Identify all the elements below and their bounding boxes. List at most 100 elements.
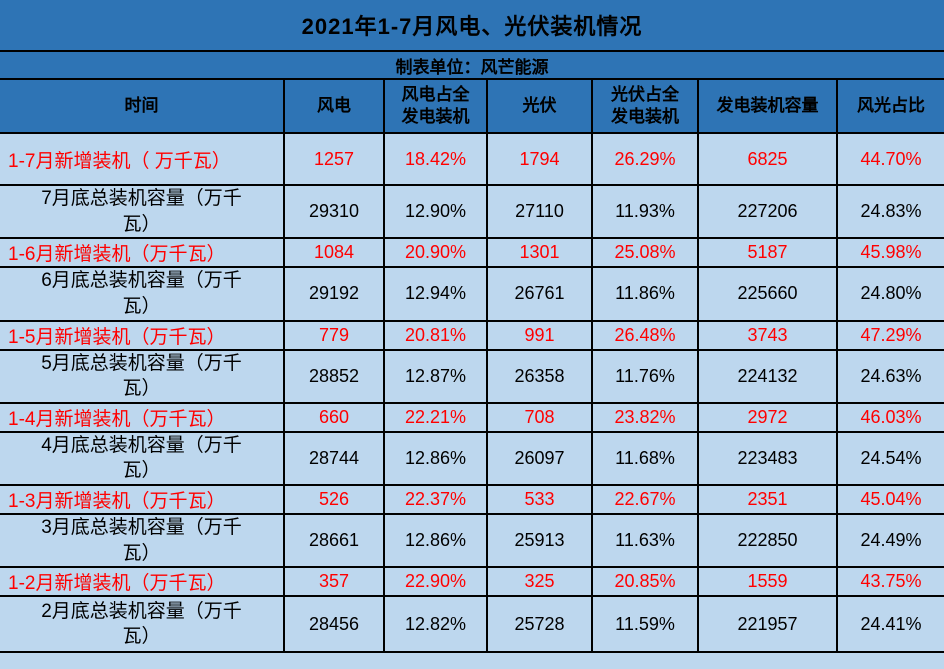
subtitle-row: 制表单位：风芒能源 — [0, 50, 944, 80]
value-cell: 24.80% — [835, 266, 944, 322]
column-header-row: 时间 风电 风电占全发电装机 光伏 光伏占全发电装机 发电装机容量 风光占比 — [0, 78, 944, 134]
value-cell: 25913 — [486, 513, 593, 569]
value-cell: 28661 — [283, 513, 385, 569]
value-cell: 22.67% — [591, 484, 699, 516]
installation-data-table: 2021年1-7月风电、光伏装机情况 制表单位：风芒能源 时间 风电 风电占全发电装… — [0, 0, 944, 654]
value-cell: 3743 — [697, 319, 838, 351]
row-label: 1-5月新增装机（万千瓦） — [0, 319, 285, 351]
row-label: 5月底总装机容量（万千瓦） — [0, 348, 285, 404]
table-row: 3月底总装机容量（万千瓦） 28661 12.86% 25913 11.63% 22285… — [0, 513, 944, 569]
row-label: 6月底总装机容量（万千瓦） — [0, 266, 285, 322]
row-label: 4月底总装机容量（万千瓦） — [0, 430, 285, 487]
value-cell: 24.41% — [835, 595, 944, 654]
value-cell: 357 — [283, 566, 385, 598]
value-cell: 24.83% — [835, 183, 944, 240]
table-row: 4月底总装机容量（万千瓦） 28744 12.86% 26097 11.68% 22348… — [0, 430, 944, 487]
table-row: 1-5月新增装机（万千瓦） 779 20.81% 991 26.48% 3743 47.29… — [0, 319, 944, 351]
column-header-3: 光伏 — [486, 78, 593, 134]
value-cell: 28852 — [283, 348, 385, 404]
value-cell: 12.87% — [383, 348, 488, 404]
row-label: 7月底总装机容量（万千瓦） — [0, 183, 285, 240]
column-header-6: 风光占比 — [835, 78, 944, 134]
value-cell: 11.59% — [591, 595, 699, 654]
value-cell: 221957 — [697, 595, 838, 654]
table-row: 6月底总装机容量（万千瓦） 29192 12.94% 26761 11.86% 22566… — [0, 266, 944, 322]
value-cell: 11.68% — [591, 430, 699, 487]
table-row: 1-6月新增装机（万千瓦） 1084 20.90% 1301 25.08% 5187 45.… — [0, 237, 944, 269]
value-cell: 11.63% — [591, 513, 699, 569]
value-cell: 29192 — [283, 266, 385, 322]
row-label: 1-2月新增装机（万千瓦） — [0, 566, 285, 598]
value-cell: 12.90% — [383, 183, 488, 240]
value-cell: 26097 — [486, 430, 593, 487]
value-cell: 25728 — [486, 595, 593, 654]
column-header-1: 风电 — [283, 78, 385, 134]
value-cell: 6825 — [697, 132, 838, 186]
table-row: 7月底总装机容量（万千瓦） 29310 12.90% 27110 11.93% 22720… — [0, 183, 944, 240]
value-cell: 533 — [486, 484, 593, 516]
value-cell: 1559 — [697, 566, 838, 598]
value-cell: 43.75% — [835, 566, 944, 598]
value-cell: 11.76% — [591, 348, 699, 404]
value-cell: 20.90% — [383, 237, 488, 269]
value-cell: 526 — [283, 484, 385, 516]
table-row: 1-3月新增装机（万千瓦） 526 22.37% 533 22.67% 2351 45.04… — [0, 484, 944, 516]
value-cell: 12.86% — [383, 513, 488, 569]
table-row: 1-4月新增装机（万千瓦） 660 22.21% 708 23.82% 2972 46.03… — [0, 401, 944, 433]
value-cell: 11.86% — [591, 266, 699, 322]
value-cell: 26761 — [486, 266, 593, 322]
value-cell: 46.03% — [835, 401, 944, 433]
value-cell: 24.54% — [835, 430, 944, 487]
value-cell: 26.48% — [591, 319, 699, 351]
row-label: 1-6月新增装机（万千瓦） — [0, 237, 285, 269]
table-row: 1-2月新增装机（万千瓦） 357 22.90% 325 20.85% 1559 43.75… — [0, 566, 944, 598]
value-cell: 20.85% — [591, 566, 699, 598]
value-cell: 227206 — [697, 183, 838, 240]
value-cell: 5187 — [697, 237, 838, 269]
value-cell: 660 — [283, 401, 385, 433]
value-cell: 24.49% — [835, 513, 944, 569]
row-label: 2月底总装机容量（万千瓦） — [0, 595, 285, 654]
row-label: 1-4月新增装机（万千瓦） — [0, 401, 285, 433]
value-cell: 223483 — [697, 430, 838, 487]
value-cell: 991 — [486, 319, 593, 351]
value-cell: 12.94% — [383, 266, 488, 322]
value-cell: 28456 — [283, 595, 385, 654]
column-header-5: 发电装机容量 — [697, 78, 838, 134]
value-cell: 18.42% — [383, 132, 488, 186]
table-row: 2月底总装机容量（万千瓦） 28456 12.82% 25728 11.59% 22195… — [0, 595, 944, 654]
value-cell: 44.70% — [835, 132, 944, 186]
value-cell: 222850 — [697, 513, 838, 569]
value-cell: 47.29% — [835, 319, 944, 351]
column-header-0: 时间 — [0, 78, 285, 134]
table-title: 2021年1-7月风电、光伏装机情况 — [0, 0, 944, 52]
value-cell: 45.98% — [835, 237, 944, 269]
value-cell: 2351 — [697, 484, 838, 516]
value-cell: 708 — [486, 401, 593, 433]
value-cell: 1084 — [283, 237, 385, 269]
row-label: 1-3月新增装机（万千瓦） — [0, 484, 285, 516]
value-cell: 20.81% — [383, 319, 488, 351]
value-cell: 2972 — [697, 401, 838, 433]
value-cell: 25.08% — [591, 237, 699, 269]
row-label: 1-7月新增装机（ 万千瓦） — [0, 132, 285, 186]
value-cell: 26358 — [486, 348, 593, 404]
row-label: 3月底总装机容量（万千瓦） — [0, 513, 285, 569]
value-cell: 1257 — [283, 132, 385, 186]
column-header-4: 光伏占全发电装机 — [591, 78, 699, 134]
value-cell: 225660 — [697, 266, 838, 322]
value-cell: 22.21% — [383, 401, 488, 433]
title-row: 2021年1-7月风电、光伏装机情况 — [0, 0, 944, 52]
value-cell: 22.90% — [383, 566, 488, 598]
value-cell: 27110 — [486, 183, 593, 240]
value-cell: 1301 — [486, 237, 593, 269]
value-cell: 29310 — [283, 183, 385, 240]
value-cell: 22.37% — [383, 484, 488, 516]
value-cell: 12.86% — [383, 430, 488, 487]
value-cell: 28744 — [283, 430, 385, 487]
value-cell: 325 — [486, 566, 593, 598]
value-cell: 23.82% — [591, 401, 699, 433]
column-header-2: 风电占全发电装机 — [383, 78, 488, 134]
table-body: 1-7月新增装机（ 万千瓦） 1257 18.42% 1794 26.29% 6825 44… — [0, 132, 944, 654]
value-cell: 45.04% — [835, 484, 944, 516]
